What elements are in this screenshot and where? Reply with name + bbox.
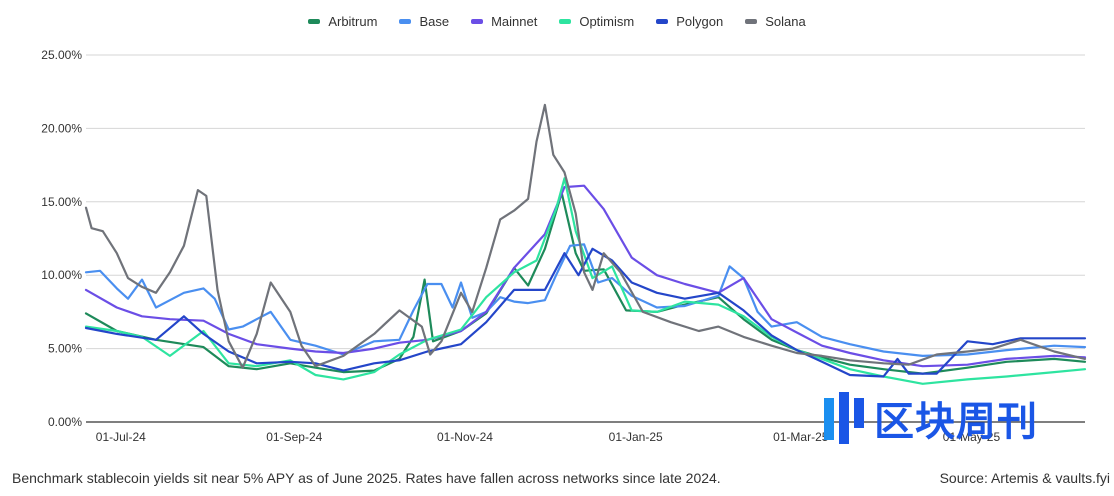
legend-label-mainnet: Mainnet: [491, 14, 538, 29]
legend-swatch-base: [399, 19, 412, 24]
legend-label-arbitrum: Arbitrum: [328, 14, 378, 29]
y-tick-label: 0.00%: [48, 415, 82, 429]
legend-swatch-solana: [745, 19, 758, 24]
y-tick-label: 15.00%: [41, 195, 82, 209]
y-tick-label: 25.00%: [41, 48, 82, 62]
legend-item-polygon[interactable]: Polygon: [656, 14, 723, 29]
series-line-solana: [84, 103, 1087, 369]
legend-label-base: Base: [419, 14, 450, 29]
watermark-logo: 区块周刊: [822, 392, 1038, 445]
legend-label-polygon: Polygon: [676, 14, 724, 29]
y-axis-tick-labels: 0.00% 5.00% 10.00% 15.00% 20.00% 25.00%: [41, 48, 82, 429]
series-lines: [84, 103, 1087, 385]
x-tick-label: 01-Jul-24: [96, 430, 146, 444]
x-tick-label: 01-Mar-25: [773, 430, 829, 444]
series-line-optimism: [84, 177, 1087, 385]
x-axis-tick-labels: 01-Jul-24 01-Sep-24 01-Nov-24 01-Jan-25 01-M…: [96, 430, 1001, 444]
x-tick-label: 01-May-25: [943, 430, 1001, 444]
legend-label-solana: Solana: [765, 14, 806, 29]
chart-caption: Benchmark stablecoin yields sit near 5% …: [12, 470, 721, 486]
legend-item-base[interactable]: Base: [399, 14, 449, 29]
legend-item-arbitrum[interactable]: Arbitrum: [308, 14, 377, 29]
x-tick-label: 01-Jan-25: [609, 430, 663, 444]
y-tick-label: 5.00%: [48, 342, 82, 356]
x-tick-label: 01-Nov-24: [437, 430, 493, 444]
legend-label-optimism: Optimism: [579, 14, 635, 29]
series-line-arbitrum: [84, 191, 1087, 375]
legend-item-optimism[interactable]: Optimism: [559, 14, 634, 29]
y-tick-label: 20.00%: [41, 121, 82, 135]
legend-item-mainnet[interactable]: Mainnet: [471, 14, 537, 29]
legend-item-solana[interactable]: Solana: [745, 14, 806, 29]
series-line-polygon: [84, 247, 1087, 378]
legend: Arbitrum Base Mainnet Optimism Polygon S…: [0, 14, 1114, 29]
x-tick-label: 01-Sep-24: [266, 430, 322, 444]
watermark-text: 区块周刊: [874, 399, 1038, 445]
series-line-base: [84, 243, 1087, 357]
legend-swatch-mainnet: [471, 19, 484, 24]
legend-swatch-optimism: [559, 19, 572, 24]
series-line-mainnet: [84, 184, 1087, 368]
y-tick-label: 10.00%: [41, 268, 82, 282]
legend-swatch-arbitrum: [308, 19, 321, 24]
source-note: Source: Artemis & vaults.fyi: [939, 470, 1110, 486]
watermark-bars-icon: [824, 392, 864, 444]
legend-swatch-polygon: [656, 19, 669, 24]
